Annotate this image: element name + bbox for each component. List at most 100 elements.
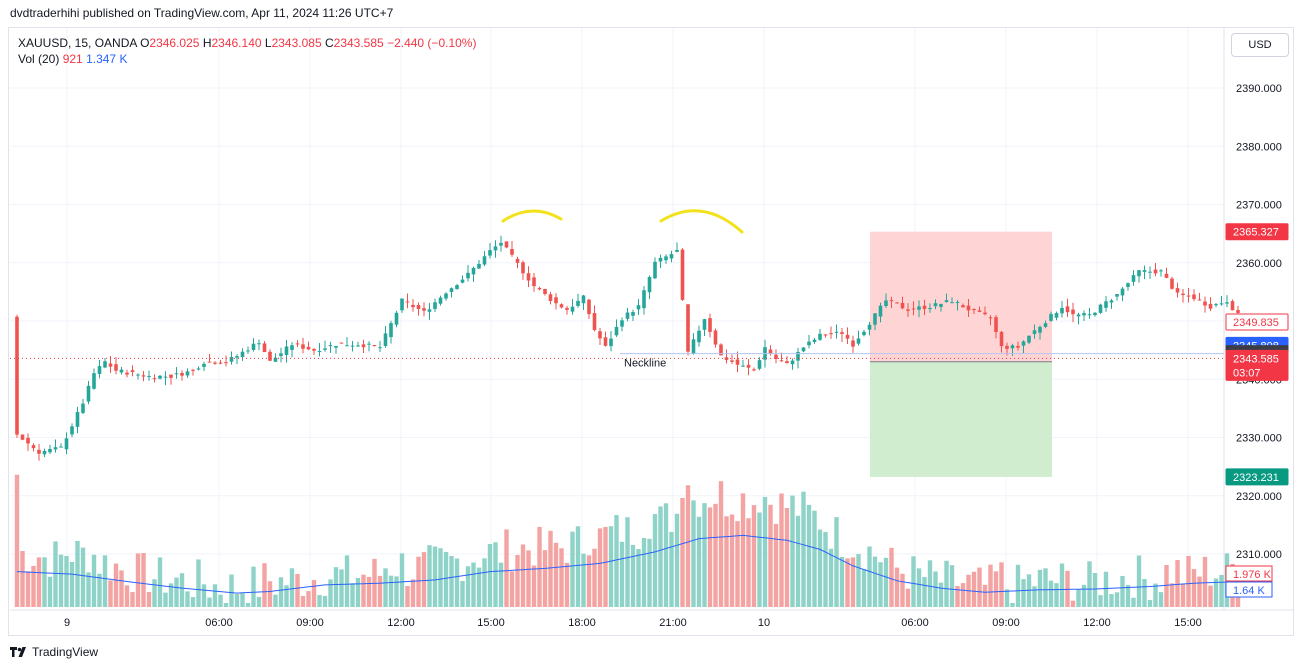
- volume-bar: [504, 529, 509, 607]
- volume-bar: [377, 575, 383, 607]
- candle-body: [812, 339, 817, 342]
- volume-bar: [834, 517, 839, 607]
- candle-body: [312, 348, 316, 351]
- volume-bar: [762, 497, 768, 607]
- candle-body: [103, 361, 107, 368]
- candle-body: [785, 361, 789, 364]
- candle-body: [537, 287, 542, 290]
- right-shoulder-arc[interactable]: [659, 209, 744, 234]
- legend-symbol[interactable]: XAUUSD, 15, OANDA: [18, 36, 137, 50]
- candle-body: [262, 343, 267, 353]
- take-profit-zone[interactable]: [870, 361, 1052, 477]
- candle-body: [807, 341, 811, 346]
- candle-body: [884, 300, 888, 306]
- candle-body: [790, 360, 795, 365]
- candle-body: [878, 305, 883, 317]
- candle-body: [955, 302, 960, 304]
- candle-body: [1115, 294, 1119, 297]
- volume-bar: [174, 577, 179, 607]
- volume-bar: [163, 592, 168, 607]
- volume-bar: [537, 526, 542, 607]
- candle-body: [1175, 288, 1180, 293]
- volume-bar: [262, 563, 267, 607]
- candle-body: [339, 342, 344, 344]
- candle-body: [851, 340, 855, 347]
- candle-body: [378, 347, 382, 349]
- candle-body: [455, 285, 459, 290]
- volume-bar: [416, 556, 421, 607]
- volume-bar: [311, 579, 317, 607]
- volume-bar: [14, 474, 20, 607]
- volume-bar: [284, 585, 289, 607]
- volume-bar: [520, 544, 526, 607]
- candle-body: [477, 263, 481, 269]
- volume-bar: [306, 591, 311, 607]
- volume-bar: [64, 555, 69, 607]
- candle-body: [675, 250, 679, 252]
- y-axis-tick-label: 2310.000: [1236, 549, 1282, 561]
- volume-bar: [905, 588, 911, 607]
- candle-body: [372, 344, 377, 346]
- candle-body: [1159, 270, 1163, 272]
- candle-body: [81, 403, 85, 413]
- candle-body: [966, 305, 971, 311]
- candle-body: [367, 343, 371, 345]
- candle-body: [31, 445, 36, 449]
- volume-bar: [559, 548, 564, 607]
- volume-bar: [168, 583, 174, 607]
- candle-body: [818, 333, 822, 340]
- volume-bar: [531, 565, 537, 607]
- currency-button[interactable]: USD: [1231, 33, 1289, 57]
- volume-bar: [108, 580, 113, 607]
- volume-bar: [1092, 573, 1098, 607]
- volume-bar: [691, 500, 696, 607]
- left-shoulder-arc[interactable]: [501, 209, 563, 223]
- volume-bar: [273, 594, 278, 607]
- candle-body: [482, 256, 487, 265]
- volume-bar: [421, 552, 427, 607]
- volume-bar: [949, 565, 955, 607]
- candle-body: [1065, 306, 1070, 313]
- candle-body: [1214, 304, 1218, 306]
- candle-body: [944, 300, 949, 303]
- volume-bar: [75, 540, 80, 607]
- volume-bar: [383, 568, 388, 607]
- volume-bar: [355, 577, 361, 607]
- volume-bar: [1048, 580, 1054, 607]
- volume-bar: [581, 553, 586, 607]
- candle-body: [295, 343, 300, 345]
- candle-body: [433, 302, 437, 309]
- stop-loss-zone[interactable]: [870, 231, 1052, 362]
- volume-bar: [1142, 579, 1147, 607]
- volume-ma-badge-label: 1.64 K: [1233, 585, 1265, 597]
- volume-bar: [25, 571, 31, 607]
- volume-bar: [295, 573, 300, 607]
- chart-frame: [8, 27, 1294, 636]
- volume-bar: [861, 569, 867, 607]
- candle-body: [350, 345, 355, 347]
- legend-volume-label[interactable]: Vol (20): [18, 52, 60, 66]
- volume-bar: [300, 596, 306, 607]
- candle-body: [801, 347, 806, 352]
- candle-body: [658, 257, 663, 262]
- candle-body: [774, 354, 778, 359]
- volume-bar: [685, 485, 691, 607]
- volume-bar: [80, 547, 86, 607]
- candle-body: [411, 304, 415, 308]
- footer-brand[interactable]: TradingView: [10, 645, 98, 659]
- candle-body: [680, 249, 685, 300]
- candle-body: [141, 375, 146, 377]
- volume-bar: [867, 546, 872, 607]
- volume-bar: [570, 531, 575, 607]
- volume-ma-badge: [1225, 581, 1273, 598]
- volume-bar: [619, 541, 625, 607]
- volume-bar: [652, 514, 658, 607]
- x-axis-tick-label: 06:00: [901, 617, 929, 629]
- volume-bar: [388, 575, 394, 607]
- candle-body: [576, 300, 580, 306]
- candle-body: [741, 365, 745, 367]
- y-axis-tick-label: 2330.000: [1236, 433, 1282, 445]
- candle-body: [532, 277, 536, 287]
- volume-bar: [729, 514, 735, 607]
